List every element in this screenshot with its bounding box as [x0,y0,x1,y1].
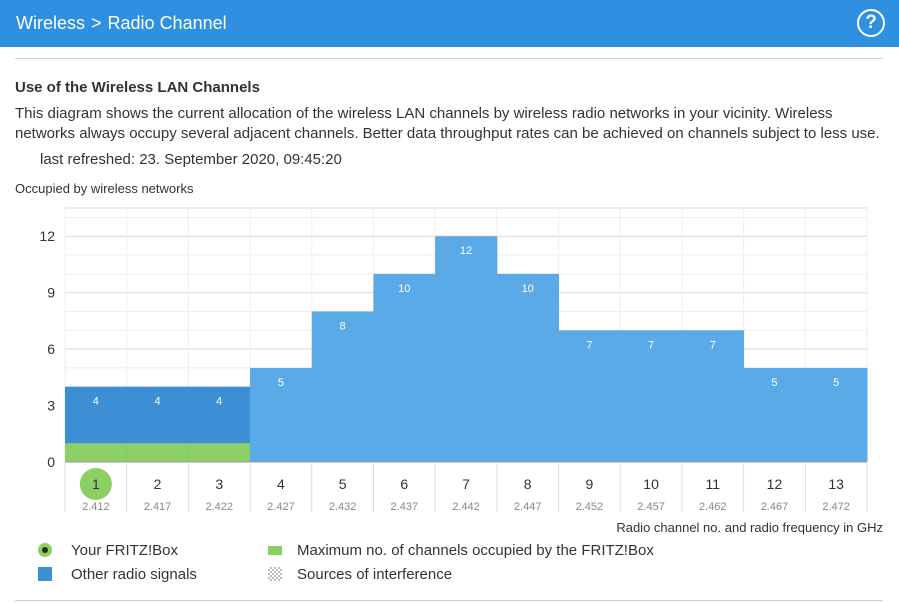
section-title: Use of the Wireless LAN Channels [15,79,260,96]
bar [311,311,374,462]
x-tick-channel: 3 [215,476,223,492]
bar-value-label: 7 [586,339,592,351]
x-tick-frequency: 2.457 [637,501,665,513]
y-tick-label: 12 [39,228,55,244]
x-tick-frequency: 2.432 [329,501,357,513]
your-fritzbox-legend-icon [38,543,52,557]
x-tick-channel: 11 [705,476,720,492]
x-tick-channel: 13 [828,476,844,492]
x-tick-frequency: 2.422 [205,501,233,513]
bar [496,273,560,462]
x-axis-label: Radio channel no. and radio frequency in… [616,520,883,535]
header-bar: Wireless > Radio Channel ? [0,0,899,47]
x-tick-channel: 10 [643,476,659,492]
x-tick-channel: 9 [585,476,593,492]
breadcrumb-separator: > [91,13,102,33]
legend-max-channels: Maximum no. of channels occupied by the … [297,542,654,559]
bar [620,330,683,462]
y-axis-label: Occupied by wireless networks [15,181,194,196]
x-tick-frequency: 2.462 [699,501,727,513]
bar-value-label: 10 [398,283,410,295]
fritzbox-max-bar [188,443,251,462]
bar-value-label: 8 [340,320,346,332]
bar [743,367,806,462]
bar-value-label: 4 [154,396,160,408]
x-tick-channel: 12 [767,476,783,492]
bar [681,330,745,462]
fritzbox-max-bar [65,443,128,462]
own-channel-marker [79,468,112,500]
bar-value-label: 7 [648,339,654,351]
y-tick-label: 0 [47,454,55,470]
last-refreshed-text: last refreshed: 23. September 2020, 09:4… [40,151,342,168]
y-tick-label: 6 [47,341,55,357]
bottom-divider [15,600,883,601]
x-tick-frequency: 2.452 [576,501,604,513]
x-tick-frequency: 2.427 [267,501,295,513]
y-tick-label: 9 [47,285,55,301]
x-tick-channel: 4 [277,476,285,492]
interference-legend-icon [268,567,282,581]
bar-value-label: 12 [460,245,472,257]
bar-value-label: 5 [833,377,839,389]
bar-value-label: 5 [278,377,284,389]
channel-usage-chart: 0 3 6 9 12 4 4 4 5 8 10 12 10 7 7 7 5 5 1 2.412 2 2.417 3 2.422… [39,207,868,513]
x-tick-channel: 8 [524,476,532,492]
x-tick-channel: 7 [462,476,470,492]
x-tick-channel: 1 [92,476,100,492]
bar-value-label: 5 [771,377,777,389]
fritzbox-max-bar [126,443,189,462]
legend-your-fritzbox: Your FRITZ!Box [71,542,178,559]
bar-value-label: 4 [93,396,99,408]
breadcrumb-parent-link[interactable]: Wireless [16,13,86,33]
x-tick-frequency: 2.467 [761,501,789,513]
bar-value-label: 10 [522,283,534,295]
breadcrumb-current: Radio Channel [107,13,227,33]
legend-other-signals: Other radio signals [71,566,197,583]
breadcrumb: Wireless > Radio Channel [16,13,227,34]
x-tick-frequency: 2.472 [822,501,850,513]
bar-value-label: 4 [216,396,222,408]
x-tick-channel: 5 [339,476,347,492]
x-tick-frequency: 2.447 [514,501,542,513]
x-tick-frequency: 2.412 [82,501,110,513]
max-channels-legend-icon [268,546,282,555]
bar [373,273,436,462]
other-signals-legend-icon [38,567,52,581]
x-tick-frequency: 2.437 [391,501,419,513]
help-icon[interactable]: ? [857,9,885,37]
bar [558,330,621,462]
bar [435,236,498,462]
x-tick-channel: 2 [154,476,162,492]
bar-value-label: 7 [710,339,716,351]
x-tick-frequency: 2.417 [144,501,172,513]
description-text: This diagram shows the current allocatio… [15,105,880,142]
x-tick-frequency: 2.442 [452,501,480,513]
y-tick-label: 3 [47,398,55,414]
x-tick-channel: 6 [400,476,408,492]
top-divider [15,58,883,59]
bar [805,367,868,462]
legend-interference: Sources of interference [297,566,453,583]
bar [250,367,313,462]
